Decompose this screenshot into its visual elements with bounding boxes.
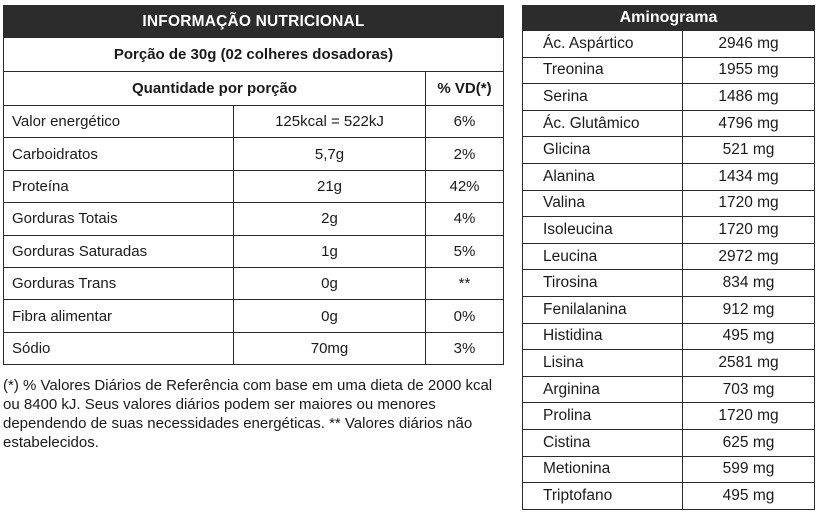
nutrient-vd: 42% — [425, 169, 504, 204]
aminogram-row: Cistina 625 mg — [522, 428, 816, 457]
amino-acid-name: Treonina — [522, 56, 683, 85]
amino-acid-amount: 2972 mg — [681, 242, 816, 271]
nutrient-value: 0g — [233, 299, 426, 333]
amino-acid-amount: 1955 mg — [681, 56, 816, 85]
nutrient-vd: 0% — [425, 299, 504, 333]
aminogram-title: Aminograma — [521, 5, 816, 31]
nutrient-name: Carboidratos — [3, 137, 234, 171]
amino-acid-name: Metionina — [522, 455, 683, 484]
amino-acid-amount: 495 mg — [681, 482, 816, 510]
nutrient-value: 2g — [233, 202, 426, 236]
nutrition-row: Gorduras Trans 0g ** — [3, 266, 504, 301]
aminogram-row: Arginina 703 mg — [522, 375, 816, 404]
nutrient-value: 21g — [233, 169, 426, 204]
nutrition-facts-panel: INFORMAÇÃO NUTRICIONAL Porção de 30g (02… — [3, 5, 504, 366]
nutrient-vd: 2% — [425, 137, 504, 171]
aminogram-row: Valina 1720 mg — [522, 189, 816, 218]
nutrient-vd: 3% — [425, 331, 504, 366]
aminogram-row: Metionina 599 mg — [522, 455, 816, 484]
amino-acid-amount: 1720 mg — [681, 216, 816, 244]
amino-acid-name: Glicina — [522, 136, 683, 164]
aminogram-row: Glicina 521 mg — [522, 136, 816, 164]
nutrient-name: Gorduras Totais — [3, 202, 234, 236]
nutrient-name: Sódio — [3, 331, 234, 366]
nutrient-name: Proteína — [3, 169, 234, 204]
aminogram-row: Tirosina 834 mg — [522, 269, 816, 297]
amino-acid-name: Prolina — [522, 402, 683, 430]
nutrition-row: Proteína 21g 42% — [3, 169, 504, 204]
amino-acid-amount: 834 mg — [681, 269, 816, 297]
nutrition-row: Carboidratos 5,7g 2% — [3, 137, 504, 171]
nutrient-value: 0g — [233, 266, 426, 301]
amino-acid-name: Histidina — [522, 322, 683, 351]
amino-acid-name: Cistina — [522, 428, 683, 457]
nutrient-value: 70mg — [233, 331, 426, 366]
nutrient-vd: 6% — [425, 104, 504, 139]
aminogram-row: Triptofano 495 mg — [522, 482, 816, 510]
aminogram-row: Serina 1486 mg — [522, 83, 816, 111]
amino-acid-name: Lisina — [522, 349, 683, 377]
amino-acid-amount: 599 mg — [681, 455, 816, 484]
amino-acid-amount: 1434 mg — [681, 162, 816, 191]
aminogram-row: Treonina 1955 mg — [522, 56, 816, 85]
nutrient-vd: 5% — [425, 234, 504, 268]
amino-acid-name: Tirosina — [522, 269, 683, 297]
header-quantity: Quantidade por porção — [3, 71, 426, 106]
amino-acid-name: Fenilalanina — [522, 295, 683, 324]
amino-acid-amount: 495 mg — [681, 322, 816, 351]
aminogram-panel: Aminograma Ác. Aspártico 2946 mg Treonina 1… — [521, 5, 816, 510]
nutrient-name: Valor energético — [3, 104, 234, 139]
amino-acid-amount: 2946 mg — [681, 30, 816, 58]
nutrition-table: INFORMAÇÃO NUTRICIONAL Porção de 30g (02… — [3, 5, 504, 366]
nutrition-row: Fibra alimentar 0g 0% — [3, 299, 504, 333]
amino-acid-name: Isoleucina — [522, 216, 683, 244]
nutrient-name: Gorduras Trans — [3, 266, 234, 301]
amino-acid-amount: 625 mg — [681, 428, 816, 457]
nutrition-title: INFORMAÇÃO NUTRICIONAL — [3, 5, 504, 38]
amino-acid-name: Serina — [522, 83, 683, 111]
amino-acid-amount: 4796 mg — [681, 109, 816, 138]
amino-acid-name: Valina — [522, 189, 683, 218]
portion-size: Porção de 30g (02 colheres dosadoras) — [3, 37, 504, 72]
amino-acid-name: Ác. Glutâmico — [522, 109, 683, 138]
aminogram-row: Leucina 2972 mg — [522, 242, 816, 271]
nutrition-row: Valor energético 125kcal = 522kJ 6% — [3, 104, 504, 139]
amino-acid-amount: 1720 mg — [681, 189, 816, 218]
aminogram-row: Isoleucina 1720 mg — [522, 216, 816, 244]
amino-acid-name: Ác. Aspártico — [522, 30, 683, 58]
amino-acid-amount: 521 mg — [681, 136, 816, 164]
nutrition-row: Gorduras Totais 2g 4% — [3, 202, 504, 236]
header-vd: % VD(*) — [425, 71, 504, 106]
amino-acid-amount: 912 mg — [681, 295, 816, 324]
amino-acid-amount: 2581 mg — [681, 349, 816, 377]
amino-acid-amount: 1486 mg — [681, 83, 816, 111]
aminogram-table: Aminograma Ác. Aspártico 2946 mg Treonina 1… — [521, 5, 816, 510]
nutrition-row: Sódio 70mg 3% — [3, 331, 504, 366]
nutrient-name: Fibra alimentar — [3, 299, 234, 333]
aminogram-row: Prolina 1720 mg — [522, 402, 816, 430]
amino-acid-name: Alanina — [522, 162, 683, 191]
aminogram-row: Lisina 2581 mg — [522, 349, 816, 377]
nutrient-value: 125kcal = 522kJ — [233, 104, 426, 139]
amino-acid-amount: 703 mg — [681, 375, 816, 404]
nutrient-vd: 4% — [425, 202, 504, 236]
aminogram-row: Ác. Glutâmico 4796 mg — [522, 109, 816, 138]
nutrition-row: Gorduras Saturadas 1g 5% — [3, 234, 504, 268]
aminogram-row: Histidina 495 mg — [522, 322, 816, 351]
aminogram-row: Ác. Aspártico 2946 mg — [522, 30, 816, 58]
nutrient-value: 5,7g — [233, 137, 426, 171]
nutrition-footnote: (*) % Valores Diários de Referência com … — [3, 377, 493, 451]
amino-acid-name: Leucina — [522, 242, 683, 271]
aminogram-row: Alanina 1434 mg — [522, 162, 816, 191]
amino-acid-name: Triptofano — [522, 482, 683, 510]
nutrient-name: Gorduras Saturadas — [3, 234, 234, 268]
amino-acid-amount: 1720 mg — [681, 402, 816, 430]
aminogram-row: Fenilalanina 912 mg — [522, 295, 816, 324]
nutrient-value: 1g — [233, 234, 426, 268]
nutrient-vd: ** — [425, 266, 504, 301]
amino-acid-name: Arginina — [522, 375, 683, 404]
